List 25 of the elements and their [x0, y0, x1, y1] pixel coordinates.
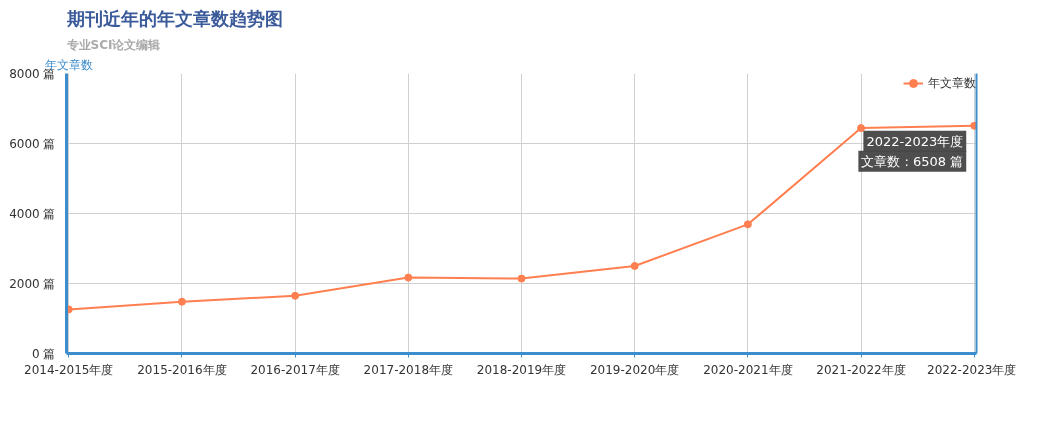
- chart-title: 期刊近年的年文章数趋势图: [65, 7, 283, 29]
- annotation: 文章数 : 6508 篇: [861, 153, 964, 169]
- y-tick-label: 4000 篇: [9, 206, 56, 221]
- x-tick-label: 2014-2015年度: [24, 362, 114, 377]
- x-tick-label: 2019-2020年度: [589, 362, 680, 377]
- x-tick-label: 2016-2017年度: [250, 362, 340, 377]
- x-tick-label: 2020-2021年度: [703, 362, 793, 377]
- point: [630, 262, 639, 270]
- point: [291, 291, 300, 300]
- x-tick-label: 2022-2023年度: [927, 362, 1017, 377]
- x-tick-label: 2021-2022年度: [816, 362, 906, 377]
- chart-subtitle: 专业SCI论文编辑: [65, 37, 161, 52]
- y-tick-label: 0 篇: [32, 346, 56, 361]
- point: [177, 297, 186, 306]
- x-tick-label: 2017-2018年度: [363, 362, 454, 377]
- annotation: 2022-2023年度: [866, 133, 964, 149]
- y-tick-label: 6000 篇: [9, 136, 56, 151]
- point: [857, 124, 866, 133]
- x-tick-label: 2018-2019年度: [476, 362, 567, 377]
- y-tick-label: 2000 篇: [9, 276, 56, 291]
- point: [743, 220, 752, 229]
- point: [517, 274, 526, 283]
- x-tick-label: 2015-2016年度: [137, 362, 227, 377]
- legend-label: 年文章数: [928, 74, 976, 92]
- point: [404, 273, 413, 282]
